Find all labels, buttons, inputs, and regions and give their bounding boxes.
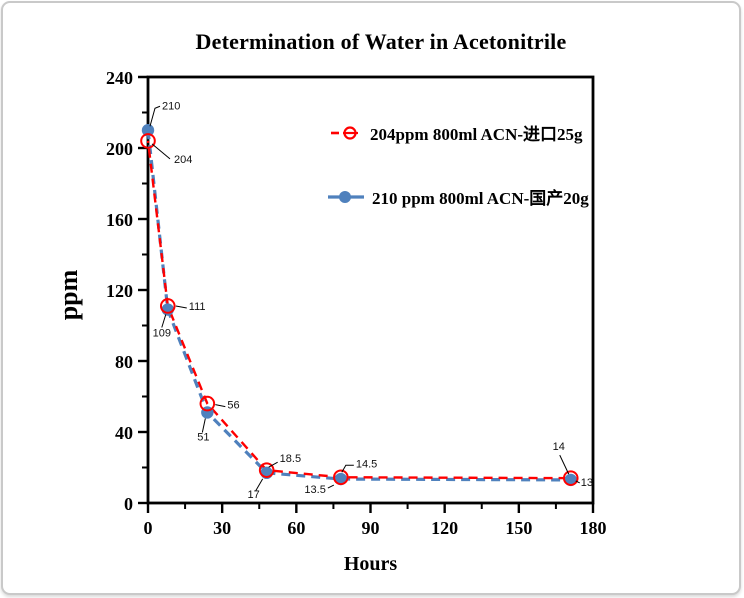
x-axis-tick-label: 120 [431, 518, 458, 538]
point-label: 17 [248, 489, 260, 501]
point-label: 210 [162, 100, 180, 112]
y-axis-tick-label: 0 [124, 494, 133, 514]
legend-marker-filled-circle-icon [328, 190, 364, 203]
data-point-imported [562, 470, 579, 486]
data-point-imported [333, 469, 349, 486]
point-label: 109 [153, 328, 171, 340]
point-label: 13.5 [304, 484, 325, 496]
data-point-imported [199, 395, 216, 412]
x-axis-title: Hours [343, 553, 398, 575]
plot-area: 0 30 60 90 120 150 180 0 40 80 120 160 200 240 204 111 5… [106, 68, 607, 538]
annotation-connector [161, 314, 167, 328]
series-line-domestic [146, 130, 571, 482]
x-axis-tick-label: 0 [144, 518, 153, 538]
point-label: 56 [227, 400, 239, 412]
data-point-imported [140, 133, 156, 149]
annotation-connector [327, 484, 335, 489]
x-axis-tick-label: 90 [362, 518, 380, 538]
legend-label-imported: 204ppm 800ml ACN-进口25g [370, 125, 583, 144]
point-label: 14.5 [356, 458, 377, 470]
point-label: 111 [189, 301, 206, 313]
point-label: 13 [581, 477, 593, 489]
y-axis-tick-label: 120 [106, 281, 133, 301]
x-axis-tick-label: 30 [213, 518, 231, 538]
annotation-connector [151, 143, 171, 160]
data-point-domestic [161, 303, 174, 316]
point-label: 51 [197, 431, 209, 443]
legend-label-domestic: 210 ppm 800ml ACN-国产20g [372, 189, 589, 208]
x-axis-tick-label: 60 [287, 518, 305, 538]
annotation-connector [255, 478, 264, 492]
data-point-imported [258, 462, 275, 478]
point-label: 204 [174, 154, 192, 166]
annotation-connector [559, 454, 570, 475]
y-axis-tick-label: 40 [115, 423, 133, 443]
x-axis-tick-label: 150 [505, 518, 532, 538]
annotation-connector [575, 480, 580, 484]
legend-entry-imported: 204ppm 800ml ACN-进口25g [330, 120, 583, 145]
annotation-connector [341, 464, 354, 473]
y-axis-tick-label: 240 [106, 68, 133, 88]
series-line-imported [146, 140, 571, 480]
legend-entry-domestic: 210 ppm 800ml ACN-国产20g [328, 184, 589, 209]
point-label: 18.5 [280, 453, 301, 465]
chart-title: Determination of Water in Acetonitrile [195, 29, 567, 54]
annotation-connector [175, 305, 187, 309]
y-axis-tick-label: 160 [106, 210, 133, 230]
x-axis-tick-label: 180 [580, 518, 607, 538]
annotation-connector [268, 461, 278, 468]
data-point-domestic [564, 473, 577, 487]
annotation-connector [215, 404, 226, 408]
y-axis-tick-label: 80 [115, 352, 133, 372]
point-label: 14 [553, 441, 565, 453]
data-point-imported [159, 298, 176, 314]
data-point-domestic [334, 472, 348, 486]
annotation-connector [149, 105, 161, 127]
data-point-domestic [141, 124, 155, 137]
annotation-connector [201, 418, 206, 433]
legend-marker-open-circle-icon [331, 125, 358, 140]
y-axis-title: ppm [54, 269, 83, 321]
y-axis-tick-label: 200 [106, 139, 133, 159]
